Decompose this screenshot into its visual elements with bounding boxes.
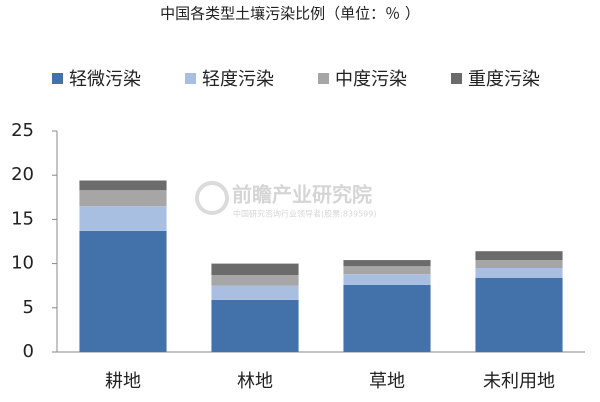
legend-label: 轻微污染 <box>69 69 141 90</box>
y-tick-label: 20 <box>11 164 34 185</box>
y-tick-label: 5 <box>23 297 34 318</box>
bar-segment <box>343 260 431 267</box>
bar-segment <box>475 251 563 261</box>
legend-label: 中度污染 <box>335 69 407 90</box>
x-tick-label: 未利用地 <box>483 371 555 392</box>
bar-segment <box>211 275 299 286</box>
bar-segment <box>79 190 167 207</box>
bar-segment <box>343 266 431 275</box>
bar-segment <box>475 268 563 278</box>
bar-segment <box>211 263 299 276</box>
bar-segment <box>475 260 563 269</box>
legend-swatch <box>185 73 196 84</box>
y-tick-label: 10 <box>11 253 34 274</box>
watermark: 前瞻产业研究院 中国研究咨询行业领导者(股票:839599) <box>195 181 376 219</box>
x-tick-label: 林地 <box>237 371 273 392</box>
y-tick-label: 15 <box>11 208 34 229</box>
legend-swatch <box>318 73 329 84</box>
x-tick-label: 草地 <box>369 371 405 392</box>
bar-segment <box>343 284 431 352</box>
legend-label: 重度污染 <box>468 69 540 90</box>
watermark-logo <box>195 181 229 215</box>
watermark-brand: 前瞻产业研究院 <box>232 183 372 207</box>
x-tick-label: 耕地 <box>105 371 141 392</box>
legend-swatch <box>451 73 462 84</box>
bar-segment <box>79 206 167 231</box>
y-tick-label: 25 <box>11 120 34 141</box>
legend-swatch <box>52 73 63 84</box>
bar-segment <box>343 274 431 285</box>
chart-title: 中国各类型土壤污染比例（单位：％ ） <box>160 5 420 23</box>
y-tick-label: 0 <box>23 341 34 362</box>
watermark-tagline: 中国研究咨询行业领导者(股票:839599) <box>233 209 376 219</box>
bar-segment <box>211 299 299 352</box>
bar-segment <box>79 230 167 352</box>
bar-segment <box>79 180 167 191</box>
legend-label: 轻度污染 <box>202 69 274 90</box>
bar-segment <box>475 277 563 352</box>
bar-segment <box>211 285 299 300</box>
